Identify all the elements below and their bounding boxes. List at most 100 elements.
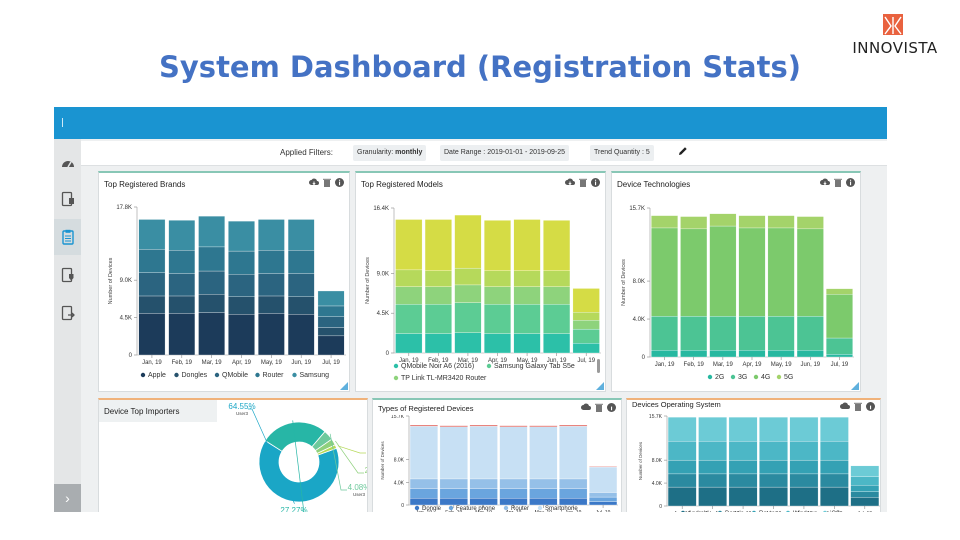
pie-slice-user4-5: [316, 444, 338, 456]
export-icon: [61, 305, 75, 321]
info-icon[interactable]: [607, 403, 616, 412]
sidebar-item-security[interactable]: [54, 257, 81, 293]
bar-apr-19-dongle: [499, 498, 528, 506]
bar-feb-19-qmobile: [168, 273, 196, 297]
bar-jul-19-android: [850, 497, 880, 507]
date-range-chip[interactable]: Date Range : 2019-01-01 - 2019-09-25: [440, 145, 570, 161]
bar-may-19-tablet: [529, 425, 558, 427]
download-icon[interactable]: [565, 178, 575, 187]
resize-handle[interactable]: [340, 382, 348, 390]
legend-label-dongles: Dongles: [182, 372, 208, 379]
download-icon[interactable]: [840, 402, 850, 411]
y-axis-label: Number of Devices: [638, 441, 643, 480]
trash-icon[interactable]: [323, 178, 331, 187]
download-icon[interactable]: [820, 178, 830, 187]
bar-jul-19-router: [850, 485, 880, 492]
y-tick-label: 0: [386, 351, 390, 357]
brand-name: INNOVISTA: [852, 39, 938, 57]
info-icon[interactable]: [591, 178, 600, 187]
y-tick-label: 4.5K: [377, 311, 389, 317]
bar-feb-19-qmobile-noir-a6-2016: [424, 333, 452, 354]
sidebar-item-export[interactable]: [54, 295, 81, 331]
bar-apr-19-router: [499, 478, 528, 489]
granularity-chip[interactable]: Granularity: monthly: [353, 145, 427, 161]
bar-mar-19-2g: [709, 350, 737, 358]
x-tick-label: Jun, 19: [826, 511, 843, 512]
menu-toggle[interactable]: [62, 118, 63, 127]
bar-feb-19-series-5: [424, 219, 452, 271]
bar-apr-19-series-4: [484, 270, 511, 287]
bar-jul-19-2g: [826, 354, 853, 358]
bar-jan-19-smartphone: [409, 426, 438, 480]
trash-icon[interactable]: [595, 403, 603, 412]
panel-top-models: Top Registered Models 16.4K 9.0K 4.5K 0 Numb…: [355, 171, 606, 392]
resize-handle[interactable]: [596, 382, 604, 390]
bar-jun-19-dongle: [559, 498, 588, 506]
sidebar-collapse-button[interactable]: ›: [54, 484, 81, 512]
info-icon[interactable]: [846, 178, 855, 187]
bar-jan-19-tablet: [409, 424, 438, 427]
bar-mar-19-apple: [198, 312, 225, 356]
y-axis-label: Number of Devices: [621, 259, 627, 306]
bar-may-19-samsung: [258, 219, 285, 251]
bar-apr-19-ios: [759, 416, 788, 442]
x-tick-label: Jan, 19: [416, 510, 433, 512]
pie-leader-line: [329, 433, 347, 491]
x-tick-label: Jun, 19: [547, 358, 567, 364]
sidebar-item-registration[interactable]: [54, 219, 81, 255]
sidebar-item-devices[interactable]: [54, 181, 81, 217]
sidebar: ›: [54, 139, 81, 512]
clipboard-icon: [61, 229, 74, 245]
legend-marker-samsung: [292, 372, 297, 378]
panel-title: Types of Registered Devices: [378, 404, 474, 413]
x-tick-label: Apr, 19: [488, 358, 508, 364]
y-tick-label: 0: [659, 504, 662, 510]
x-tick-label: Feb, 19: [428, 358, 449, 364]
bar-jul-19-3g: [826, 337, 853, 355]
pie-value-label: 64.55%: [228, 402, 255, 411]
bar-mar-19-4g: [709, 225, 737, 317]
bar-apr-19-router: [228, 250, 255, 275]
pie-value-label: 27.27%: [280, 506, 307, 512]
resize-handle[interactable]: [851, 382, 859, 390]
bar-apr-19-2g: [738, 350, 766, 358]
bar-jul-19-windows: [850, 476, 880, 486]
panel-header: Device Technologies: [612, 173, 860, 195]
chevron-right-icon: ›: [65, 490, 70, 506]
bar-mar-19-tablet: [469, 424, 498, 427]
sidebar-item-dashboard[interactable]: [54, 145, 81, 181]
info-icon[interactable]: [335, 178, 344, 187]
bar-jul-19-router: [589, 492, 618, 498]
panel-tools: [581, 403, 616, 412]
bar-jan-19-apple: [138, 313, 166, 356]
bar-jan-19-3g: [651, 316, 678, 351]
trash-icon[interactable]: [834, 178, 842, 187]
trend-quantity-chip[interactable]: Trend Quantity : 5: [590, 145, 654, 161]
trash-icon[interactable]: [854, 402, 862, 411]
trash-icon[interactable]: [579, 178, 587, 187]
pie-slice-name: User3: [236, 411, 249, 416]
download-icon[interactable]: [581, 403, 591, 412]
bar-feb-19-android: [698, 486, 727, 507]
info-icon[interactable]: [866, 402, 875, 411]
legend-marker-qmobile: [214, 372, 220, 378]
pie-leader-line: [335, 440, 364, 474]
bar-mar-19-ios: [728, 416, 758, 442]
bar-jun-19-tablet: [559, 424, 588, 427]
legend-marker-ios: [823, 510, 827, 512]
legend-marker-2g: [707, 374, 713, 380]
bar-may-19-samsung-galaxy-tab-s5e: [513, 304, 541, 334]
bar-feb-19-windows: [698, 441, 727, 461]
download-icon[interactable]: [309, 178, 319, 187]
panel-title: Top Registered Models: [361, 180, 443, 189]
bar-may-19-router: [529, 478, 558, 489]
chart-device-technologies: 15.7K 8.0K 4.0K 0 Number of Devices Jan, 19 Fe…: [621, 206, 854, 381]
bar-may-19-ios: [789, 416, 819, 442]
legend-label-3g: 3G: [738, 374, 747, 381]
y-tick-label: 15.7K: [391, 415, 405, 420]
edit-filters-icon[interactable]: [678, 146, 688, 156]
y-axis-label: Number of Devices: [108, 257, 114, 304]
bar-apr-19-3g: [738, 316, 766, 351]
x-tick-label: Jul, 19: [322, 360, 340, 366]
bar-jan-19-dongle: [409, 498, 438, 506]
